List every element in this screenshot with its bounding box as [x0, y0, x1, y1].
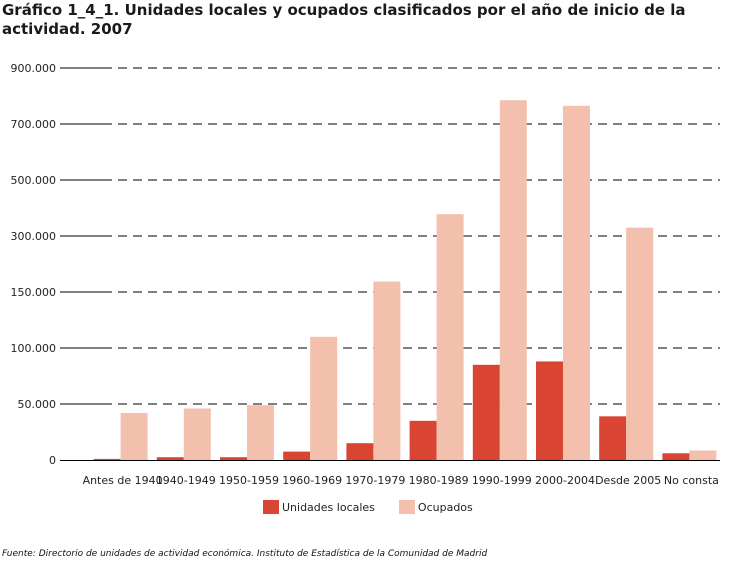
bars: [93, 100, 717, 461]
bar-unidades-locales: [346, 443, 374, 460]
legend-swatch-ocupados: [398, 500, 415, 514]
bar-unidades-locales: [536, 361, 563, 460]
bar-ocupados: [310, 336, 338, 460]
x-tick-label: Desde 2005: [595, 474, 661, 487]
bar-ocupados: [563, 105, 590, 461]
legend-label-ocupados: Ocupados: [417, 500, 473, 514]
bar-unidades-locales: [220, 457, 247, 460]
bar-ocupados: [120, 412, 148, 460]
bar-ocupados: [689, 450, 717, 460]
legend-label-unidades-locales: Unidades locales: [282, 500, 375, 514]
source-label: Fuente:: [2, 549, 36, 559]
y-tick-label: 150.000: [11, 286, 57, 299]
bar-unidades-locales: [472, 364, 500, 460]
x-tick-label: No consta: [664, 474, 719, 487]
x-tick-label: 1980-1989: [409, 474, 469, 487]
x-tick-label: Antes de 1940: [83, 474, 163, 487]
x-tick-label: 1970-1979: [345, 474, 405, 487]
legend-item-unidades-locales: Unidades locales: [263, 500, 375, 514]
bar-unidades-locales: [156, 457, 184, 460]
axes: 0 50.000 100.000 150.000 300.000 500.000 700.0…: [11, 62, 720, 487]
x-tick-label: 2000-2004: [535, 474, 595, 487]
bar-unidades-locales: [93, 458, 121, 460]
bar-unidades-locales: [599, 416, 627, 460]
y-tick-label: 700.000: [11, 118, 57, 131]
gridlines: [60, 67, 720, 405]
source-text: Directorio de unidades de actividad econ…: [38, 549, 488, 559]
bar-unidades-locales: [409, 420, 437, 460]
x-tick-label: 1940-1949: [156, 474, 216, 487]
bar-ocupados: [247, 405, 274, 460]
chart-title: Gráfico 1_4_1. Unidades locales y ocupad…: [2, 1, 686, 38]
source-note: Fuente: Directorio de unidades de activi…: [2, 549, 487, 559]
bar-unidades-locales: [662, 453, 690, 460]
bar-unidades-locales: [283, 451, 311, 460]
y-tick-label: 300.000: [11, 230, 57, 243]
legend-swatch-unidades-locales: [263, 500, 279, 514]
x-tick-label: 1950-1959: [219, 474, 279, 487]
y-tick-label: 500.000: [11, 174, 57, 187]
y-tick-label: 50.000: [18, 398, 57, 411]
bar-ocupados: [373, 281, 401, 460]
bar-ocupados: [626, 227, 654, 460]
y-tick-label: 100.000: [11, 342, 57, 355]
legend: Unidades locales Ocupados: [263, 500, 497, 514]
x-tick-label: 1960-1969: [282, 474, 342, 487]
y-tick-label: 900.000: [11, 62, 57, 75]
legend-item-ocupados: Ocupados: [398, 500, 473, 514]
y-tick-label: 0: [49, 454, 56, 467]
bar-ocupados: [499, 100, 527, 460]
x-tick-label: 1990-1999: [472, 474, 532, 487]
bar-ocupados: [436, 214, 464, 460]
bar-ocupados: [183, 408, 211, 460]
